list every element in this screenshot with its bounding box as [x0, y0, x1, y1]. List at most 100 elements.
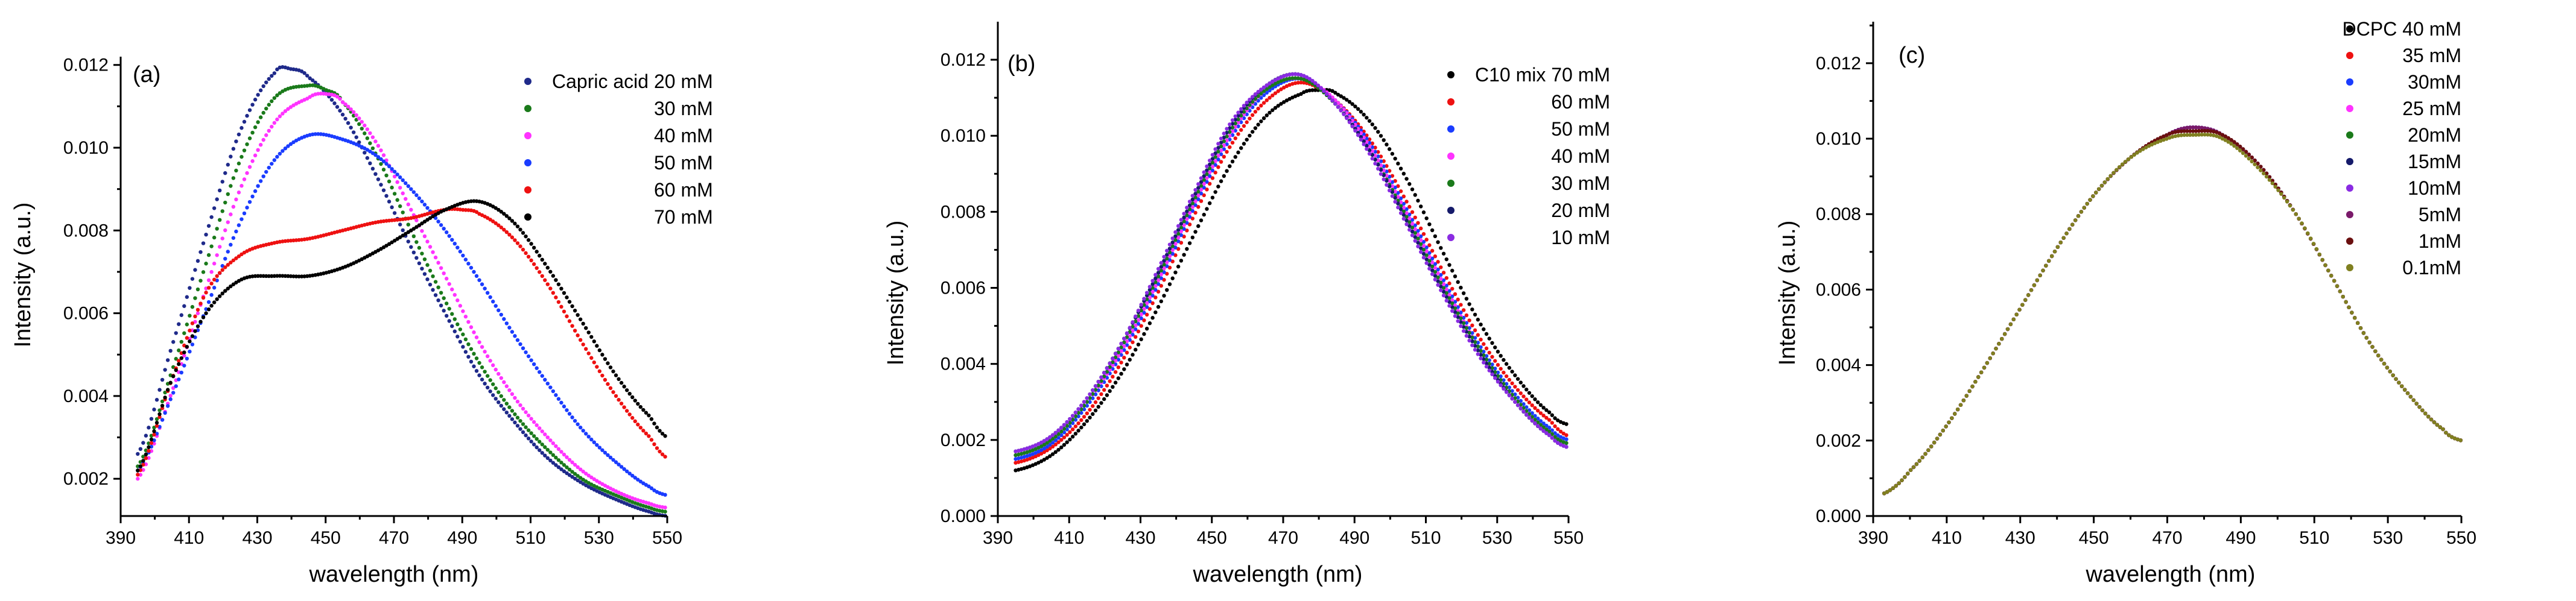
- panel-b-y-tick-label: 0.006: [941, 278, 986, 298]
- panel-c-point: [2197, 129, 2201, 133]
- panel-a-point: [428, 245, 433, 249]
- panel-a-point: [384, 173, 389, 178]
- panel-b-point: [1116, 376, 1121, 380]
- panel-b-point: [1535, 409, 1540, 413]
- panel-a-point: [431, 250, 435, 254]
- panel-b-point: [1356, 127, 1360, 131]
- panel-c-point: [2026, 293, 2031, 297]
- panel-c-point: [1926, 448, 1930, 453]
- panel-c-point: [2194, 129, 2198, 133]
- panel-a-point: [425, 218, 430, 222]
- panel-a-point: [354, 113, 358, 118]
- panel-a-point: [215, 197, 219, 201]
- panel-a-point: [338, 109, 342, 113]
- panel-a-point: [469, 347, 474, 351]
- panel-b-point: [1036, 453, 1041, 458]
- panel-a-point: [483, 382, 487, 386]
- panel-b-x-axis-title: wavelength (nm): [1193, 562, 1363, 587]
- panel-c-x-axis-title: wavelength (nm): [2086, 562, 2256, 587]
- panel-b-point: [1427, 222, 1432, 227]
- panel-a-point: [272, 71, 277, 75]
- panel-a-point: [245, 206, 249, 210]
- panel-a-point: [493, 221, 498, 225]
- panel-a-point: [420, 228, 424, 233]
- panel-b-point: [1050, 441, 1055, 445]
- panel-a-point: [168, 380, 173, 385]
- panel-c-point: [2005, 327, 2010, 332]
- panel-b-point: [1091, 396, 1095, 400]
- panel-c-point: [2085, 201, 2089, 206]
- panel-c-point: [2138, 149, 2142, 153]
- panel-c-y-tick-label: 0.010: [1816, 129, 1861, 149]
- panel-b-point: [1250, 113, 1255, 118]
- panel-b-point: [1264, 113, 1269, 118]
- panel-a-point: [496, 400, 501, 404]
- panel-c-point: [1973, 380, 1978, 384]
- panel-c-point: [2197, 133, 2201, 137]
- panel-b-point: [1179, 233, 1184, 238]
- panel-b-point: [1433, 269, 1438, 274]
- panel-b-point: [1350, 124, 1354, 128]
- panel-a-point: [319, 92, 323, 96]
- panel-b-point: [1482, 360, 1486, 365]
- panel-a-point: [578, 338, 583, 342]
- panel-a-point: [515, 424, 520, 428]
- panel-a-point: [179, 339, 183, 344]
- panel-b-point: [1165, 248, 1169, 253]
- panel-a-x-tick-label: 510: [515, 528, 545, 548]
- panel-a-point: [242, 119, 247, 124]
- panel-c-point: [2023, 298, 2028, 302]
- panel-b-point: [1367, 119, 1372, 123]
- panel-a-point: [445, 313, 449, 318]
- panel-b-point: [1393, 185, 1397, 190]
- panel-a-point: [420, 221, 424, 225]
- panel-b-point: [1156, 274, 1161, 278]
- panel-a-point: [220, 180, 224, 184]
- panel-b-point: [1421, 248, 1426, 252]
- panel-a-point: [302, 71, 306, 75]
- panel-a-point: [600, 373, 604, 378]
- panel-a-point: [606, 361, 610, 365]
- panel-c-points: [1882, 125, 2463, 496]
- panel-b-point: [1230, 118, 1235, 122]
- panel-b-point: [1502, 386, 1506, 391]
- panel-a-point: [335, 105, 340, 109]
- panel-b-point: [1538, 403, 1543, 407]
- panel-a-point: [649, 417, 654, 421]
- panel-a-y-tick-label: 0.006: [63, 304, 109, 324]
- panel-b-point: [1410, 210, 1415, 215]
- panel-c-point: [1894, 483, 1898, 488]
- panel-a-point: [469, 359, 474, 364]
- panel-a-point: [428, 268, 433, 273]
- panel-b-point: [1185, 213, 1189, 218]
- panel-a-point: [655, 425, 659, 430]
- panel-b-point: [1253, 110, 1258, 114]
- panel-c-point: [2288, 203, 2292, 208]
- panel-a-point: [565, 314, 569, 318]
- panel-b-point: [1053, 438, 1058, 442]
- panel-c-point: [2250, 155, 2254, 160]
- panel-a-point: [275, 67, 279, 72]
- panel-a-point: [526, 414, 531, 418]
- panel-c-point: [1888, 488, 1892, 492]
- panel-a-point: [540, 442, 544, 447]
- panel-a-point: [570, 460, 574, 465]
- panel-b-point: [1233, 155, 1237, 159]
- panel-c-legend-marker: [2346, 264, 2353, 271]
- panel-a-point: [507, 388, 512, 392]
- panel-b-point: [1436, 267, 1440, 272]
- panel-b-x-tick-label: 510: [1410, 528, 1441, 548]
- panel-a-point: [422, 272, 427, 276]
- panel-b-point: [1165, 253, 1169, 257]
- panel-b-point: [1088, 392, 1092, 397]
- panel-b-point: [1453, 300, 1458, 304]
- panel-a-point: [229, 284, 233, 289]
- panel-c-point: [2405, 391, 2410, 395]
- panel-c-point: [1932, 440, 1937, 445]
- panel-a-point: [447, 306, 451, 311]
- panel-a-point: [463, 257, 468, 262]
- panel-b-point: [1108, 379, 1112, 383]
- panel-b-point: [1193, 187, 1198, 192]
- panel-b-point: [1039, 440, 1044, 445]
- panel-a-point: [409, 207, 413, 212]
